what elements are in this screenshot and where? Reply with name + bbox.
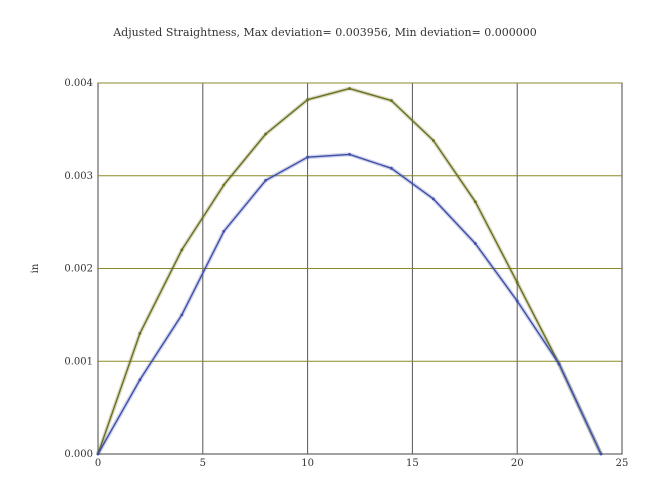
data-point: [431, 139, 435, 142]
data-point: [348, 87, 351, 90]
data-point: [138, 378, 142, 382]
y-tick-label: 0.000: [64, 449, 93, 460]
data-point: [390, 99, 393, 103]
data-point: [138, 332, 142, 335]
data-point: [557, 362, 561, 366]
data-point: [306, 155, 309, 159]
data-point: [96, 452, 100, 456]
x-tick-label: 20: [511, 458, 524, 469]
data-point: [515, 281, 519, 284]
data-point: [264, 178, 268, 182]
data-point: [264, 132, 268, 136]
x-tick-label: 15: [406, 458, 419, 469]
y-axis-label: in: [30, 263, 41, 273]
data-point: [306, 98, 309, 102]
data-point: [180, 313, 184, 317]
x-tick-label: 0: [95, 458, 101, 469]
x-tick-label: 10: [301, 458, 314, 469]
y-tick-label: 0.001: [64, 356, 93, 367]
data-point: [222, 183, 226, 187]
x-tick-label: 5: [200, 458, 206, 469]
data-point: [515, 299, 519, 303]
data-point: [180, 248, 184, 252]
chart-title: Adjusted Straightness, Max deviation= 0.…: [113, 26, 537, 39]
data-point: [348, 153, 351, 156]
data-point: [431, 197, 435, 201]
data-point: [390, 166, 393, 170]
data-point: [222, 230, 226, 233]
y-tick-label: 0.003: [64, 171, 93, 182]
data-point: [473, 242, 477, 245]
x-tick-label: 25: [616, 458, 629, 469]
y-tick-label: 0.002: [64, 264, 93, 275]
y-tick-label: 0.004: [64, 78, 93, 89]
data-point: [473, 200, 477, 204]
data-point: [599, 452, 603, 456]
